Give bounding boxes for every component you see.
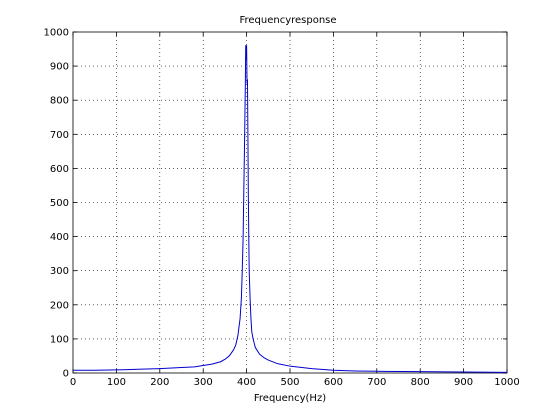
series-line xyxy=(73,45,508,373)
y-tick-label: 700 xyxy=(50,130,69,141)
x-tick-label: 1000 xyxy=(494,377,519,388)
x-tick-label: 500 xyxy=(280,377,299,388)
x-tick-label: 700 xyxy=(367,377,386,388)
series-layer xyxy=(73,45,508,373)
chart-title: Frequencyresponse xyxy=(239,15,336,26)
x-tick-label: 600 xyxy=(324,377,343,388)
grid xyxy=(73,32,507,373)
y-tick-label: 500 xyxy=(50,198,69,209)
x-tick-label: 400 xyxy=(237,377,256,388)
y-tick-label: 800 xyxy=(50,96,69,107)
y-tick-label: 600 xyxy=(50,164,69,175)
y-tick-label: 900 xyxy=(50,62,69,73)
y-tick-label: 100 xyxy=(50,334,69,345)
ticks: 0 100 200 300 400 500 600 700 800 900 1000 0 100 200 3… xyxy=(44,28,520,389)
y-tick-label: 400 xyxy=(50,232,69,243)
x-tick-label: 900 xyxy=(454,377,473,388)
y-tick-label: 300 xyxy=(50,266,69,277)
x-tick-label: 200 xyxy=(150,377,169,388)
x-tick-label: 800 xyxy=(411,377,430,388)
y-tick-label: 1000 xyxy=(44,28,69,39)
x-tick-label: 0 xyxy=(70,377,76,388)
x-tick-label: 300 xyxy=(194,377,213,388)
y-tick-label: 0 xyxy=(63,369,69,380)
x-tick-label: 100 xyxy=(107,377,126,388)
y-tick-label: 200 xyxy=(50,300,69,311)
x-axis-label: Frequency(Hz) xyxy=(254,393,326,404)
